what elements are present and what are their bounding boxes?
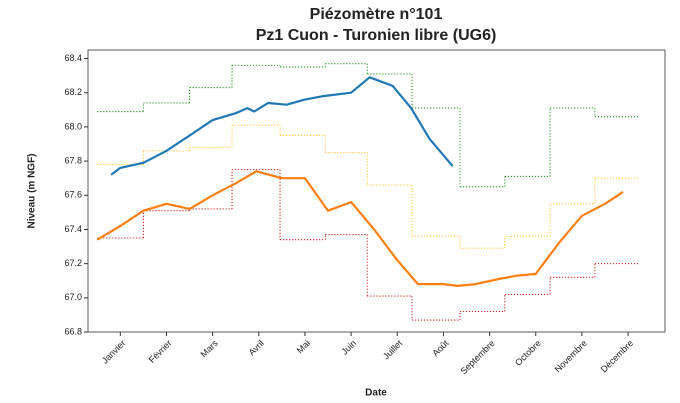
- x-tick-label: Octobre: [513, 338, 543, 368]
- y-tick-label: 67.4: [64, 224, 82, 234]
- data-line: [96, 170, 624, 287]
- y-tick-label: 67.6: [64, 190, 82, 200]
- y-tick-label: 67.8: [64, 155, 82, 165]
- y-tick-label: 67.0: [64, 292, 82, 302]
- plot-frame: [87, 49, 666, 333]
- y-tick-label: 68.2: [64, 87, 82, 97]
- x-tick-label: Novembre: [553, 338, 589, 374]
- y-tick-label: 67.2: [64, 258, 82, 268]
- x-tick-label: Septembre: [458, 338, 496, 376]
- y-axis-label: Niveau (m NGF): [27, 153, 38, 228]
- x-tick-label: Mai: [295, 338, 312, 355]
- x-tick-label: Juin: [339, 338, 358, 357]
- x-tick-label: Janvier: [100, 338, 128, 366]
- y-tick-label: 68.4: [64, 53, 82, 63]
- x-tick-label: Décembre: [599, 338, 635, 374]
- x-tick-label: Juillet: [381, 338, 405, 362]
- y-tick-label: 66.8: [64, 326, 82, 336]
- x-axis-label: Date: [365, 388, 387, 399]
- data-line: [110, 76, 454, 176]
- y-tick-label: 68.0: [64, 121, 82, 131]
- x-tick-label: Avril: [247, 338, 266, 357]
- chart-title: Piézomètre n°101: [310, 6, 443, 23]
- x-tick-label: Août: [430, 338, 451, 359]
- chart-subtitle: Pz1 Cuon - Turonien libre (UG6): [256, 27, 497, 44]
- x-tick-label: Mars: [199, 338, 221, 360]
- x-tick-label: Février: [147, 338, 174, 365]
